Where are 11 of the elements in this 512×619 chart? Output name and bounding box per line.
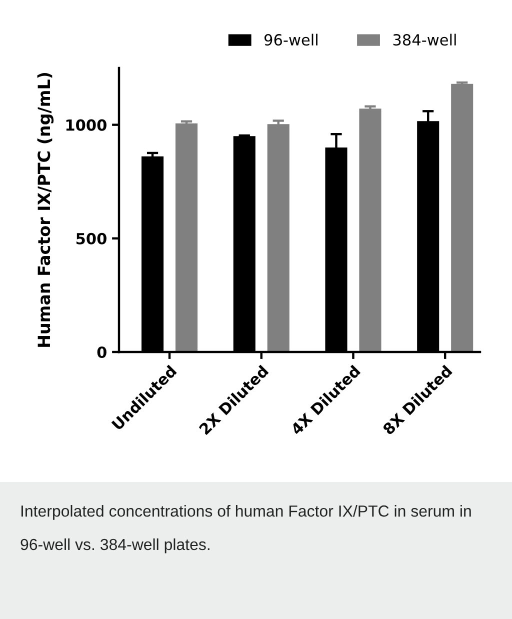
- y-axis-title: Human Factor IX/PTC (ng/mL): [37, 72, 54, 347]
- bar: [359, 108, 382, 352]
- legend-label: 96-well: [264, 34, 318, 46]
- bar: [267, 124, 290, 352]
- y-tick-label: 1000: [66, 119, 106, 131]
- bar: [175, 123, 198, 352]
- y-tick-label: 0: [97, 346, 106, 358]
- bar: [451, 84, 474, 352]
- text: Interpolated concentrations of human Factor IX/PTC in serum in 96-well vs. 384-well plates.: [20, 505, 471, 554]
- legend-label: 384-well: [393, 34, 456, 46]
- y-tick-label: 500: [76, 232, 106, 244]
